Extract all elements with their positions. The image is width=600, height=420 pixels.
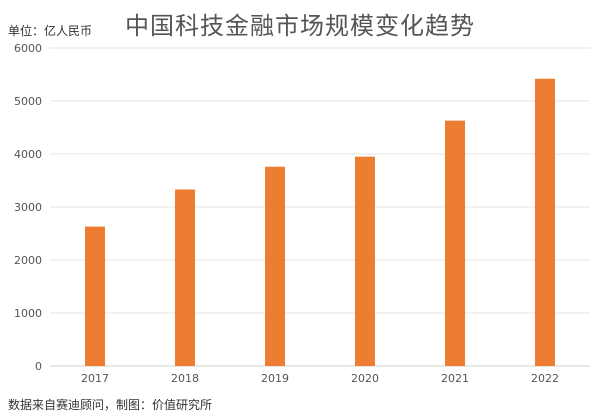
bar: [175, 189, 195, 366]
chart-title: 中国科技金融市场规模变化趋势: [125, 12, 475, 40]
y-tick-label: 3000: [14, 201, 42, 214]
source-note: 数据来自赛迪顾问，制图：价值研究所: [8, 398, 213, 412]
bar: [535, 78, 555, 367]
bar: [445, 120, 465, 366]
bar: [355, 156, 375, 366]
y-tick-label: 4000: [14, 148, 42, 161]
y-tick-label: 1000: [14, 307, 42, 320]
y-tick-label: 5000: [14, 95, 42, 108]
y-tick-label: 0: [35, 360, 42, 373]
x-tick-label: 2017: [81, 372, 109, 385]
x-tick-label: 2018: [171, 372, 199, 385]
y-tick-label: 6000: [14, 42, 42, 55]
x-tick-label: 2020: [351, 372, 379, 385]
x-tick-label: 2019: [261, 372, 289, 385]
bar: [265, 166, 285, 366]
y-tick-label: 2000: [14, 254, 42, 267]
x-tick-label: 2021: [441, 372, 469, 385]
bar: [85, 226, 105, 366]
unit-label: 单位：亿人民币: [8, 24, 93, 38]
x-tick-label: 2022: [531, 372, 559, 385]
